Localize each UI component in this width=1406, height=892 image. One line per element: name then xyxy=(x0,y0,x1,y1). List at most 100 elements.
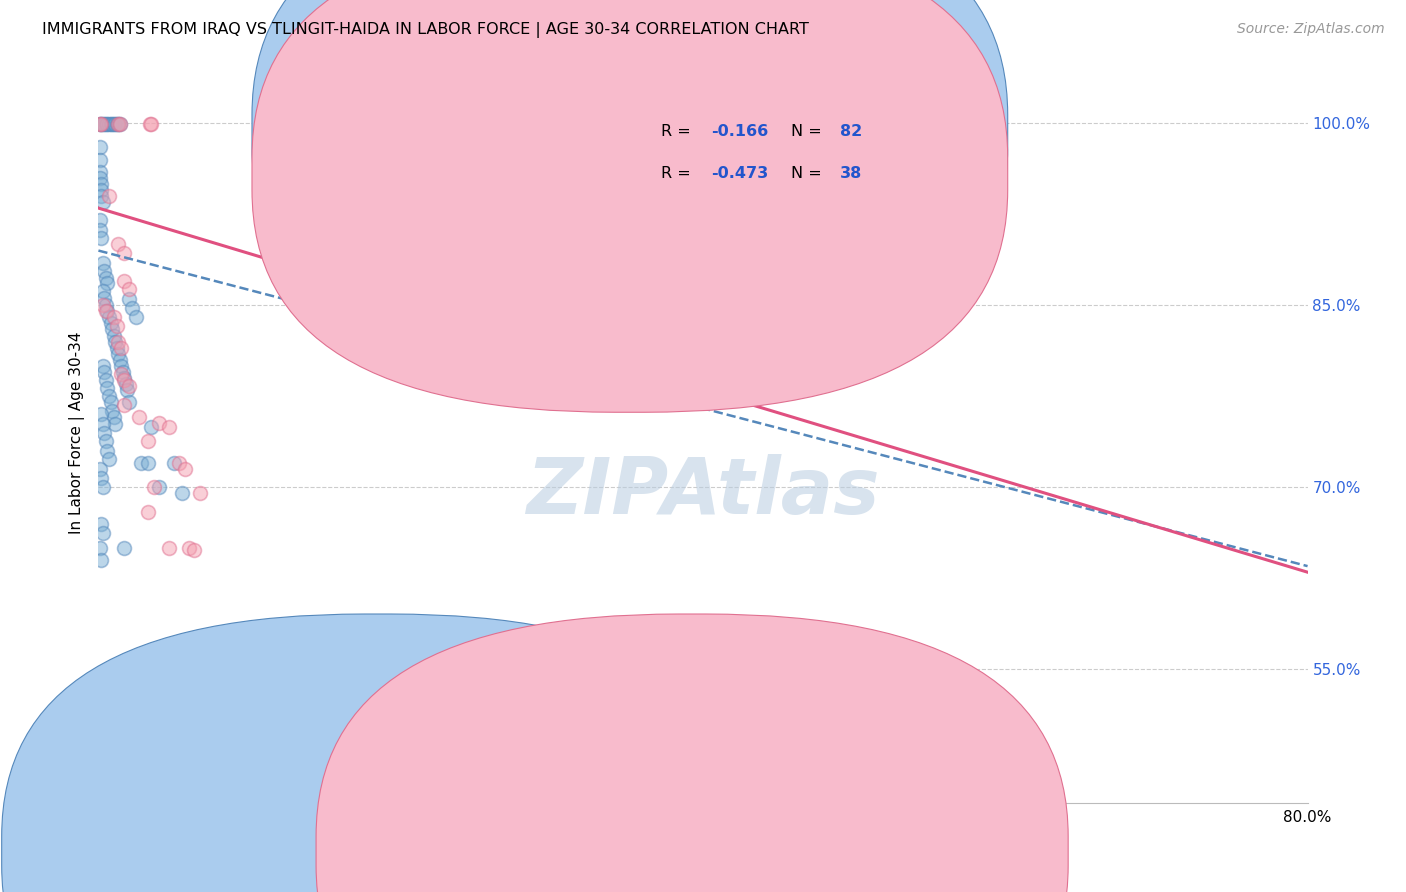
Point xyxy=(148,480,170,494)
Point xyxy=(148,687,170,701)
Point xyxy=(90,553,112,567)
Point xyxy=(183,543,205,558)
Point xyxy=(107,347,129,361)
Point xyxy=(91,194,114,209)
Point xyxy=(103,328,125,343)
Point xyxy=(110,341,132,355)
Text: -0.166: -0.166 xyxy=(711,124,769,139)
Point xyxy=(136,456,159,470)
Point xyxy=(91,359,114,373)
Point xyxy=(93,117,115,131)
Point xyxy=(141,419,163,434)
Point xyxy=(94,117,117,131)
Point xyxy=(107,334,129,349)
FancyBboxPatch shape xyxy=(595,99,890,214)
Point xyxy=(112,274,135,288)
Point xyxy=(104,117,127,131)
Point xyxy=(101,322,124,336)
Point xyxy=(101,117,124,131)
Point xyxy=(107,237,129,252)
Point xyxy=(128,409,150,424)
Point xyxy=(100,395,122,409)
Point xyxy=(118,282,141,296)
Point xyxy=(107,117,129,131)
Point xyxy=(94,434,117,449)
Point xyxy=(98,310,121,325)
Point xyxy=(112,373,135,387)
Point xyxy=(118,292,141,306)
Point xyxy=(167,456,190,470)
Point xyxy=(89,213,111,227)
Point xyxy=(89,541,111,555)
Point xyxy=(104,417,127,431)
Point xyxy=(93,291,115,305)
Point xyxy=(112,398,135,412)
Point xyxy=(105,341,128,355)
Point xyxy=(91,526,114,541)
Point xyxy=(91,256,114,270)
Point xyxy=(108,117,131,131)
Point xyxy=(141,117,163,131)
Text: Source: ZipAtlas.com: Source: ZipAtlas.com xyxy=(1237,22,1385,37)
Point xyxy=(163,456,186,470)
Point xyxy=(100,317,122,331)
Point xyxy=(103,310,125,325)
Point xyxy=(90,183,112,197)
Point xyxy=(94,298,117,312)
Text: N =: N = xyxy=(792,166,827,181)
Point xyxy=(90,189,112,203)
Point xyxy=(96,443,118,458)
Point xyxy=(98,452,121,467)
Point xyxy=(98,389,121,403)
Text: ZIPAtlas: ZIPAtlas xyxy=(526,454,880,530)
Point xyxy=(91,117,114,131)
FancyBboxPatch shape xyxy=(252,0,1008,370)
Point xyxy=(89,164,111,178)
Point xyxy=(90,231,112,245)
Point xyxy=(98,117,121,131)
Point xyxy=(103,117,125,131)
Text: 82: 82 xyxy=(839,124,862,139)
Point xyxy=(167,711,190,725)
Point xyxy=(96,304,118,318)
Text: R =: R = xyxy=(661,166,696,181)
FancyBboxPatch shape xyxy=(1,614,754,892)
Point xyxy=(112,541,135,555)
Point xyxy=(108,117,131,131)
Point xyxy=(110,368,132,382)
Y-axis label: In Labor Force | Age 30-34: In Labor Force | Age 30-34 xyxy=(69,331,84,534)
Point xyxy=(121,301,143,315)
Point xyxy=(104,334,127,349)
Point xyxy=(179,541,201,555)
Point xyxy=(115,383,138,397)
Point xyxy=(159,419,181,434)
Point xyxy=(90,117,112,131)
Text: Immigrants from Iraq: Immigrants from Iraq xyxy=(406,847,569,863)
Point xyxy=(89,117,111,131)
Point xyxy=(112,371,135,385)
Point xyxy=(125,310,148,325)
FancyBboxPatch shape xyxy=(316,614,1069,892)
Point xyxy=(90,408,112,422)
Point xyxy=(100,117,122,131)
Point xyxy=(112,246,135,260)
Point xyxy=(94,271,117,285)
Point xyxy=(96,277,118,291)
Point xyxy=(91,298,114,312)
Point xyxy=(173,687,195,701)
Text: Tlingit-Haida: Tlingit-Haida xyxy=(721,847,818,863)
Point xyxy=(93,365,115,379)
Text: -0.473: -0.473 xyxy=(711,166,769,181)
Point xyxy=(101,404,124,418)
Point xyxy=(90,516,112,531)
Text: N =: N = xyxy=(792,124,827,139)
Point xyxy=(98,189,121,203)
Point xyxy=(136,504,159,518)
Point xyxy=(105,117,128,131)
Point xyxy=(129,456,152,470)
Text: 38: 38 xyxy=(839,166,862,181)
Point xyxy=(91,480,114,494)
Point xyxy=(90,470,112,484)
Point xyxy=(152,690,174,705)
Point xyxy=(93,425,115,440)
